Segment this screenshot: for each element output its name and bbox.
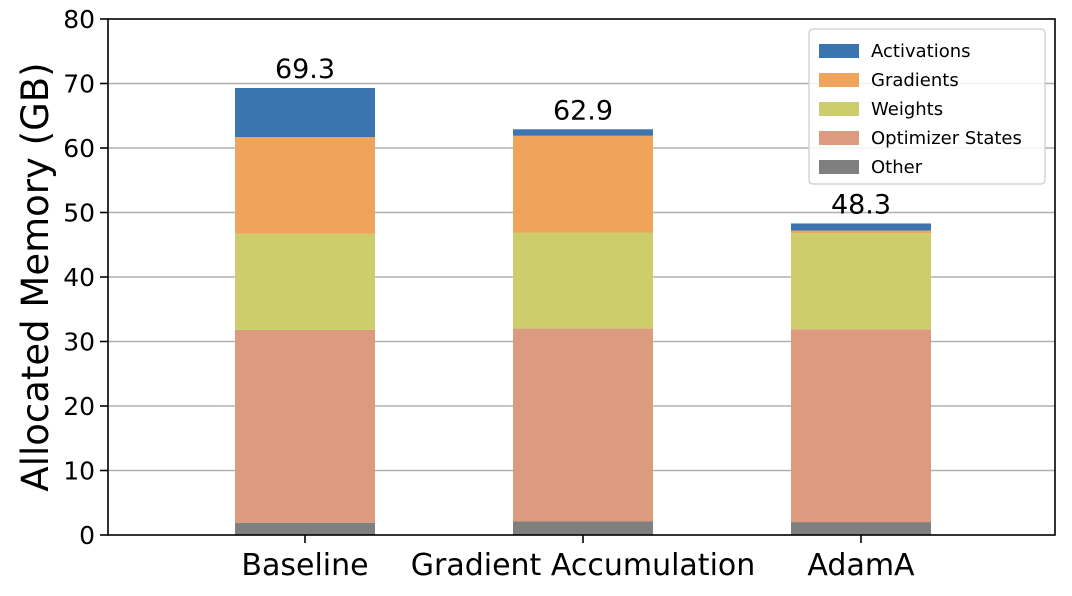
total-label: 48.3 [831, 189, 891, 220]
legend-label: Activations [871, 41, 971, 62]
total-label: 62.9 [553, 95, 613, 126]
x-axis: Baseline Gradient Accumulation AdamA [241, 535, 915, 583]
bar-segment-optimizer-states [235, 329, 375, 523]
y-tick-label: 20 [63, 392, 95, 421]
bar-segment-activations [791, 223, 931, 231]
y-tick-label: 30 [63, 328, 95, 357]
y-tick-label: 10 [63, 457, 95, 486]
legend-swatch [819, 44, 859, 58]
bar-segment-gradients [235, 137, 375, 234]
bar-segment-gradients [513, 135, 653, 233]
bar-segment-optimizer-states [791, 329, 931, 523]
bar-segment-weights [791, 233, 931, 330]
y-tick-label: 80 [63, 5, 95, 34]
y-tick-label: 0 [79, 521, 95, 550]
x-tick-label: Baseline [241, 548, 368, 583]
bar-segment-activations [235, 88, 375, 138]
bars [235, 88, 931, 535]
y-axis-label: Allocated Memory (GB) [14, 62, 57, 491]
bar-segment-activations [513, 129, 653, 136]
y-tick-label: 70 [63, 70, 95, 99]
total-labels: 69.3 62.9 48.3 [275, 54, 891, 220]
legend-swatch [819, 131, 859, 145]
y-tick-label: 40 [63, 263, 95, 292]
x-tick-label: AdamA [807, 548, 915, 583]
bar-segment-other [791, 522, 931, 535]
legend-label: Weights [871, 99, 943, 120]
bar-segment-other [235, 522, 375, 535]
y-tick-label: 50 [63, 199, 95, 228]
legend-label: Gradients [871, 70, 959, 91]
legend-label: Other [871, 157, 923, 178]
bar-segment-optimizer-states [513, 328, 653, 522]
y-axis: 0 10 20 30 40 50 60 70 80 [63, 5, 108, 550]
legend: Activations Gradients Weights Optimizer Sta… [808, 28, 1046, 185]
y-tick-label: 60 [63, 134, 95, 163]
legend-label: Optimizer States [871, 128, 1022, 149]
bar-segment-weights [235, 233, 375, 330]
total-label: 69.3 [275, 54, 335, 85]
bar-segment-other [513, 521, 653, 535]
bar-segment-weights [513, 232, 653, 329]
legend-swatch [819, 73, 859, 87]
legend-box [808, 28, 1046, 185]
legend-swatch [819, 160, 859, 174]
legend-swatch [819, 102, 859, 116]
x-tick-label: Gradient Accumulation [411, 548, 756, 583]
bar-segment-gradients [791, 230, 931, 234]
